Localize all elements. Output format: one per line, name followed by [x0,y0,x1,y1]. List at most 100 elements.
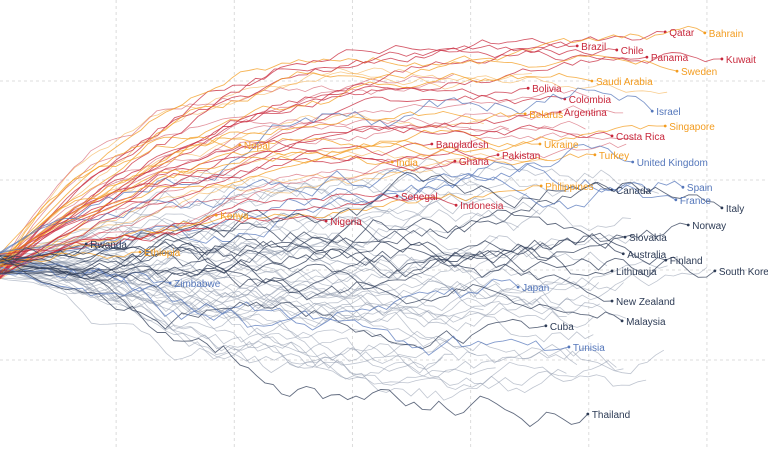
series-line-japan [0,261,519,331]
series-end-marker [526,86,530,90]
series-end-marker [615,48,619,52]
series-end-marker [395,194,399,198]
series-end-marker [610,299,614,303]
series-label: Qatar [669,28,695,39]
series-line-kenya [0,214,217,263]
series-label: Colombia [569,95,612,106]
background-line [0,278,594,343]
background-line [0,252,567,394]
series-label: Bangladesh [436,140,489,151]
series-label: Kuwait [726,55,756,66]
series-end-marker [675,69,679,73]
background-line [0,81,446,277]
background-line [0,260,668,312]
background-line [0,259,567,320]
series-end-marker [430,142,434,146]
series-label: Malaysia [626,317,666,328]
series-label: Ghana [459,157,489,168]
series-line-zimbabwe [0,267,171,284]
background-line [0,216,499,283]
background-line [0,142,627,271]
series-label: Kenya [220,211,249,222]
series-line-indonesia [0,193,457,267]
series-lines [0,25,724,428]
series-line-panama [0,44,647,279]
series-end-marker [138,250,142,254]
series-end-marker [593,153,597,157]
series-label: Israel [656,107,680,118]
series-end-marker [496,153,500,157]
series-line-ukraine [0,141,541,276]
series-end-marker [650,109,654,113]
background-line [0,211,389,271]
background-line [0,257,647,390]
series-label: India [396,158,418,169]
series-label: New Zealand [616,297,675,308]
series-label: Canada [616,186,651,197]
series-label: Chile [621,46,644,57]
series-end-marker [663,124,667,128]
background-line [0,254,417,366]
series-end-marker [681,185,685,189]
series-label: Bahrain [709,29,743,40]
background-line [0,267,443,370]
series-end-marker [590,79,594,83]
series-label: Bolivia [532,84,562,95]
series-end-marker [567,345,571,349]
series-label: Ethiopia [144,248,181,259]
series-line-senegal [0,195,398,276]
series-end-marker [558,110,562,114]
series-label: South Korea [719,267,768,278]
series-line-bangladesh [0,139,432,264]
series-line-finland [0,220,666,274]
series-end-marker [238,143,242,147]
series-label: Ukraine [544,140,579,151]
series-line-australia [0,242,624,287]
series-end-marker [586,412,590,416]
series-end-marker [713,269,717,273]
series-end-marker [453,159,457,163]
series-label: Brazil [581,42,606,53]
series-label: Panama [651,53,689,64]
series-end-marker [720,206,724,210]
series-line-italy [0,171,723,263]
series-end-marker [610,269,614,273]
series-end-marker [686,223,690,227]
series-label: Senegal [401,192,438,203]
series-end-marker [621,252,625,256]
background-line [0,260,496,379]
series-label: Norway [692,221,726,232]
series-end-marker [516,285,520,289]
background-line [0,113,484,269]
series-label: Slovakia [629,233,667,244]
series-end-marker [720,57,724,61]
series-line-pakistan [0,149,499,278]
series-line-nigeria [0,215,327,255]
series-end-marker [631,160,635,164]
series-label: Rwanda [90,240,127,251]
series-line-lithuania [0,242,613,294]
series-label: Saudi Arabia [596,77,653,88]
series-line-united-kingdom [0,144,633,254]
series-label: Italy [726,204,744,215]
series-label: Belarus [529,110,563,121]
background-line [0,67,532,269]
series-end-marker [674,198,678,202]
series-end-marker [214,213,218,217]
series-end-marker [523,112,527,116]
series-label: France [680,196,712,207]
series-line-new-zealand [0,234,613,302]
series-end-marker [390,160,394,164]
series-label: Cuba [550,322,574,333]
series-end-marker [623,235,627,239]
background-line [0,194,485,274]
series-line-saudi-arabia [0,72,593,262]
series-line-malaysia [0,260,623,322]
series-line-singapore [0,125,666,267]
background-line [0,264,450,364]
series-label: Lithuania [616,267,657,278]
background-line [0,74,454,269]
background-line [0,214,599,332]
series-label: Sweden [681,67,717,78]
